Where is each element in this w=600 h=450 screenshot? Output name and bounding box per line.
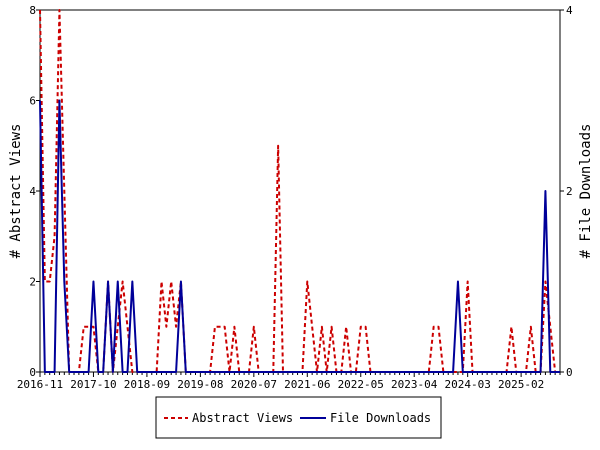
legend-label-abstract-views: Abstract Views <box>192 411 293 425</box>
series-line-file-downloads <box>39 99 560 373</box>
left-y-tick-label: 8 <box>29 4 36 17</box>
x-tick-label: 2020-07 <box>231 378 277 391</box>
right-y-axis-title: # File Downloads <box>578 124 594 259</box>
left-y-tick-label: 2 <box>29 276 36 289</box>
x-tick-label: 2025-02 <box>498 378 544 391</box>
legend: Abstract Views File Downloads <box>155 396 442 439</box>
right-y-tick-label: 0 <box>566 366 573 379</box>
right-y-tick-label: 4 <box>566 4 573 17</box>
left-y-axis-tick-labels: 0 2 4 6 8 <box>29 4 40 379</box>
x-tick-label: 2017-10 <box>70 378 116 391</box>
series-lines <box>39 9 560 373</box>
x-tick-label: 2021-06 <box>284 378 330 391</box>
right-y-axis-tick-labels: 0 2 4 <box>560 4 573 379</box>
legend-box <box>155 396 442 439</box>
x-tick-label: 2019-08 <box>177 378 223 391</box>
left-y-tick-label: 0 <box>29 366 36 379</box>
left-y-axis-title: # Abstract Views <box>8 124 24 259</box>
plot-area <box>39 9 561 373</box>
x-axis-tick-labels: 2016-11 2017-10 2018-09 2019-08 2020-07 2021-… <box>17 378 544 391</box>
x-tick-label: 2023-04 <box>391 378 438 391</box>
left-y-tick-label: 6 <box>29 95 36 108</box>
legend-label-file-downloads: File Downloads <box>330 411 431 425</box>
x-tick-label: 2022-05 <box>338 378 384 391</box>
x-tick-label: 2024-03 <box>444 378 490 391</box>
x-tick-label: 2016-11 <box>17 378 63 391</box>
right-y-tick-label: 2 <box>566 185 573 198</box>
x-tick-label: 2018-09 <box>124 378 170 391</box>
left-y-tick-label: 4 <box>29 185 36 198</box>
